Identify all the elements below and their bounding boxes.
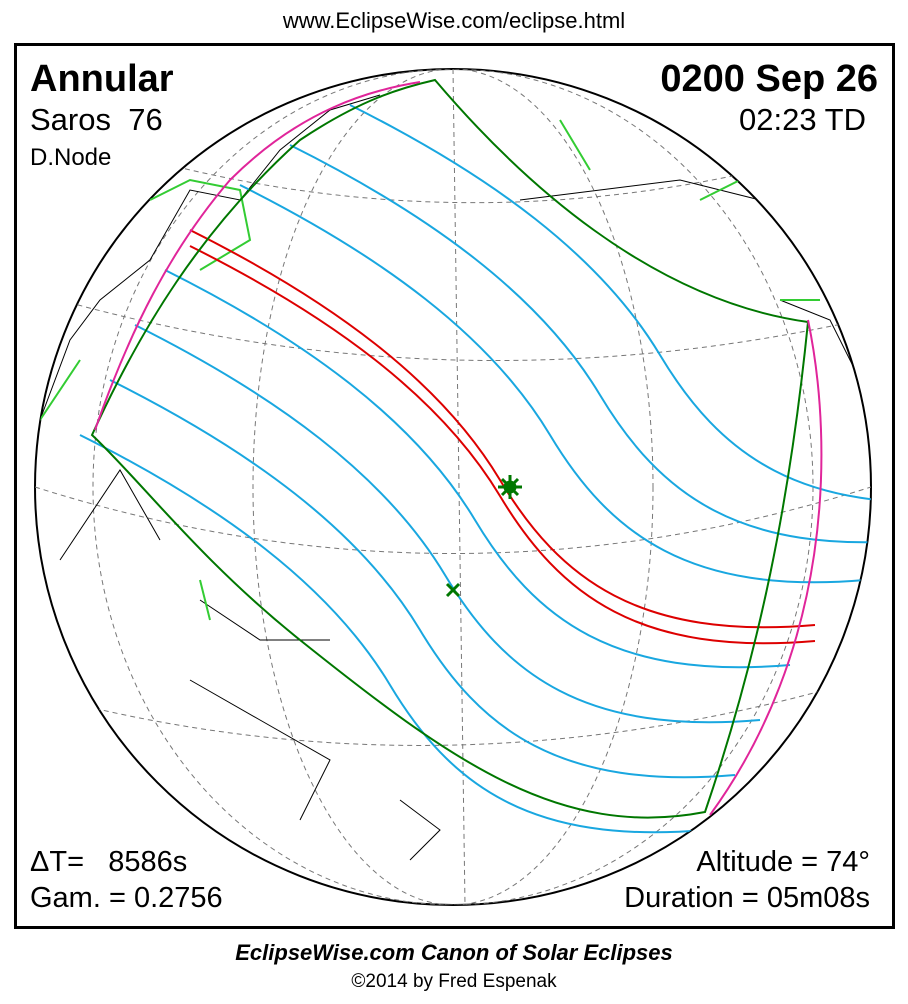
coastlines <box>39 94 861 861</box>
footer-title: EclipseWise.com Canon of Solar Eclipses <box>235 940 673 965</box>
date: 0200 Sep 26 <box>660 58 878 100</box>
duration: Duration = 05m08s <box>624 882 870 914</box>
delta-t: ΔT= 8586s <box>30 846 188 878</box>
altitude: Altitude = 74° <box>696 846 870 878</box>
node: D.Node <box>30 144 112 171</box>
greatest-eclipse <box>498 475 522 499</box>
gamma: Gam. = 0.2756 <box>30 882 223 914</box>
sub-solar-point <box>445 582 461 598</box>
map-content <box>35 69 871 905</box>
borders <box>39 119 820 621</box>
frame <box>14 43 895 929</box>
saros: Saros 76 <box>30 102 163 137</box>
footer-credit: ©2014 by Fred Espenak <box>351 971 557 992</box>
eclipse-type: Annular <box>30 58 174 100</box>
penumbra-outline <box>90 78 810 819</box>
url: www.EclipseWise.com/eclipse.html <box>282 8 626 33</box>
rise-set-curves <box>94 81 823 816</box>
time: 02:23 TD <box>739 102 866 137</box>
